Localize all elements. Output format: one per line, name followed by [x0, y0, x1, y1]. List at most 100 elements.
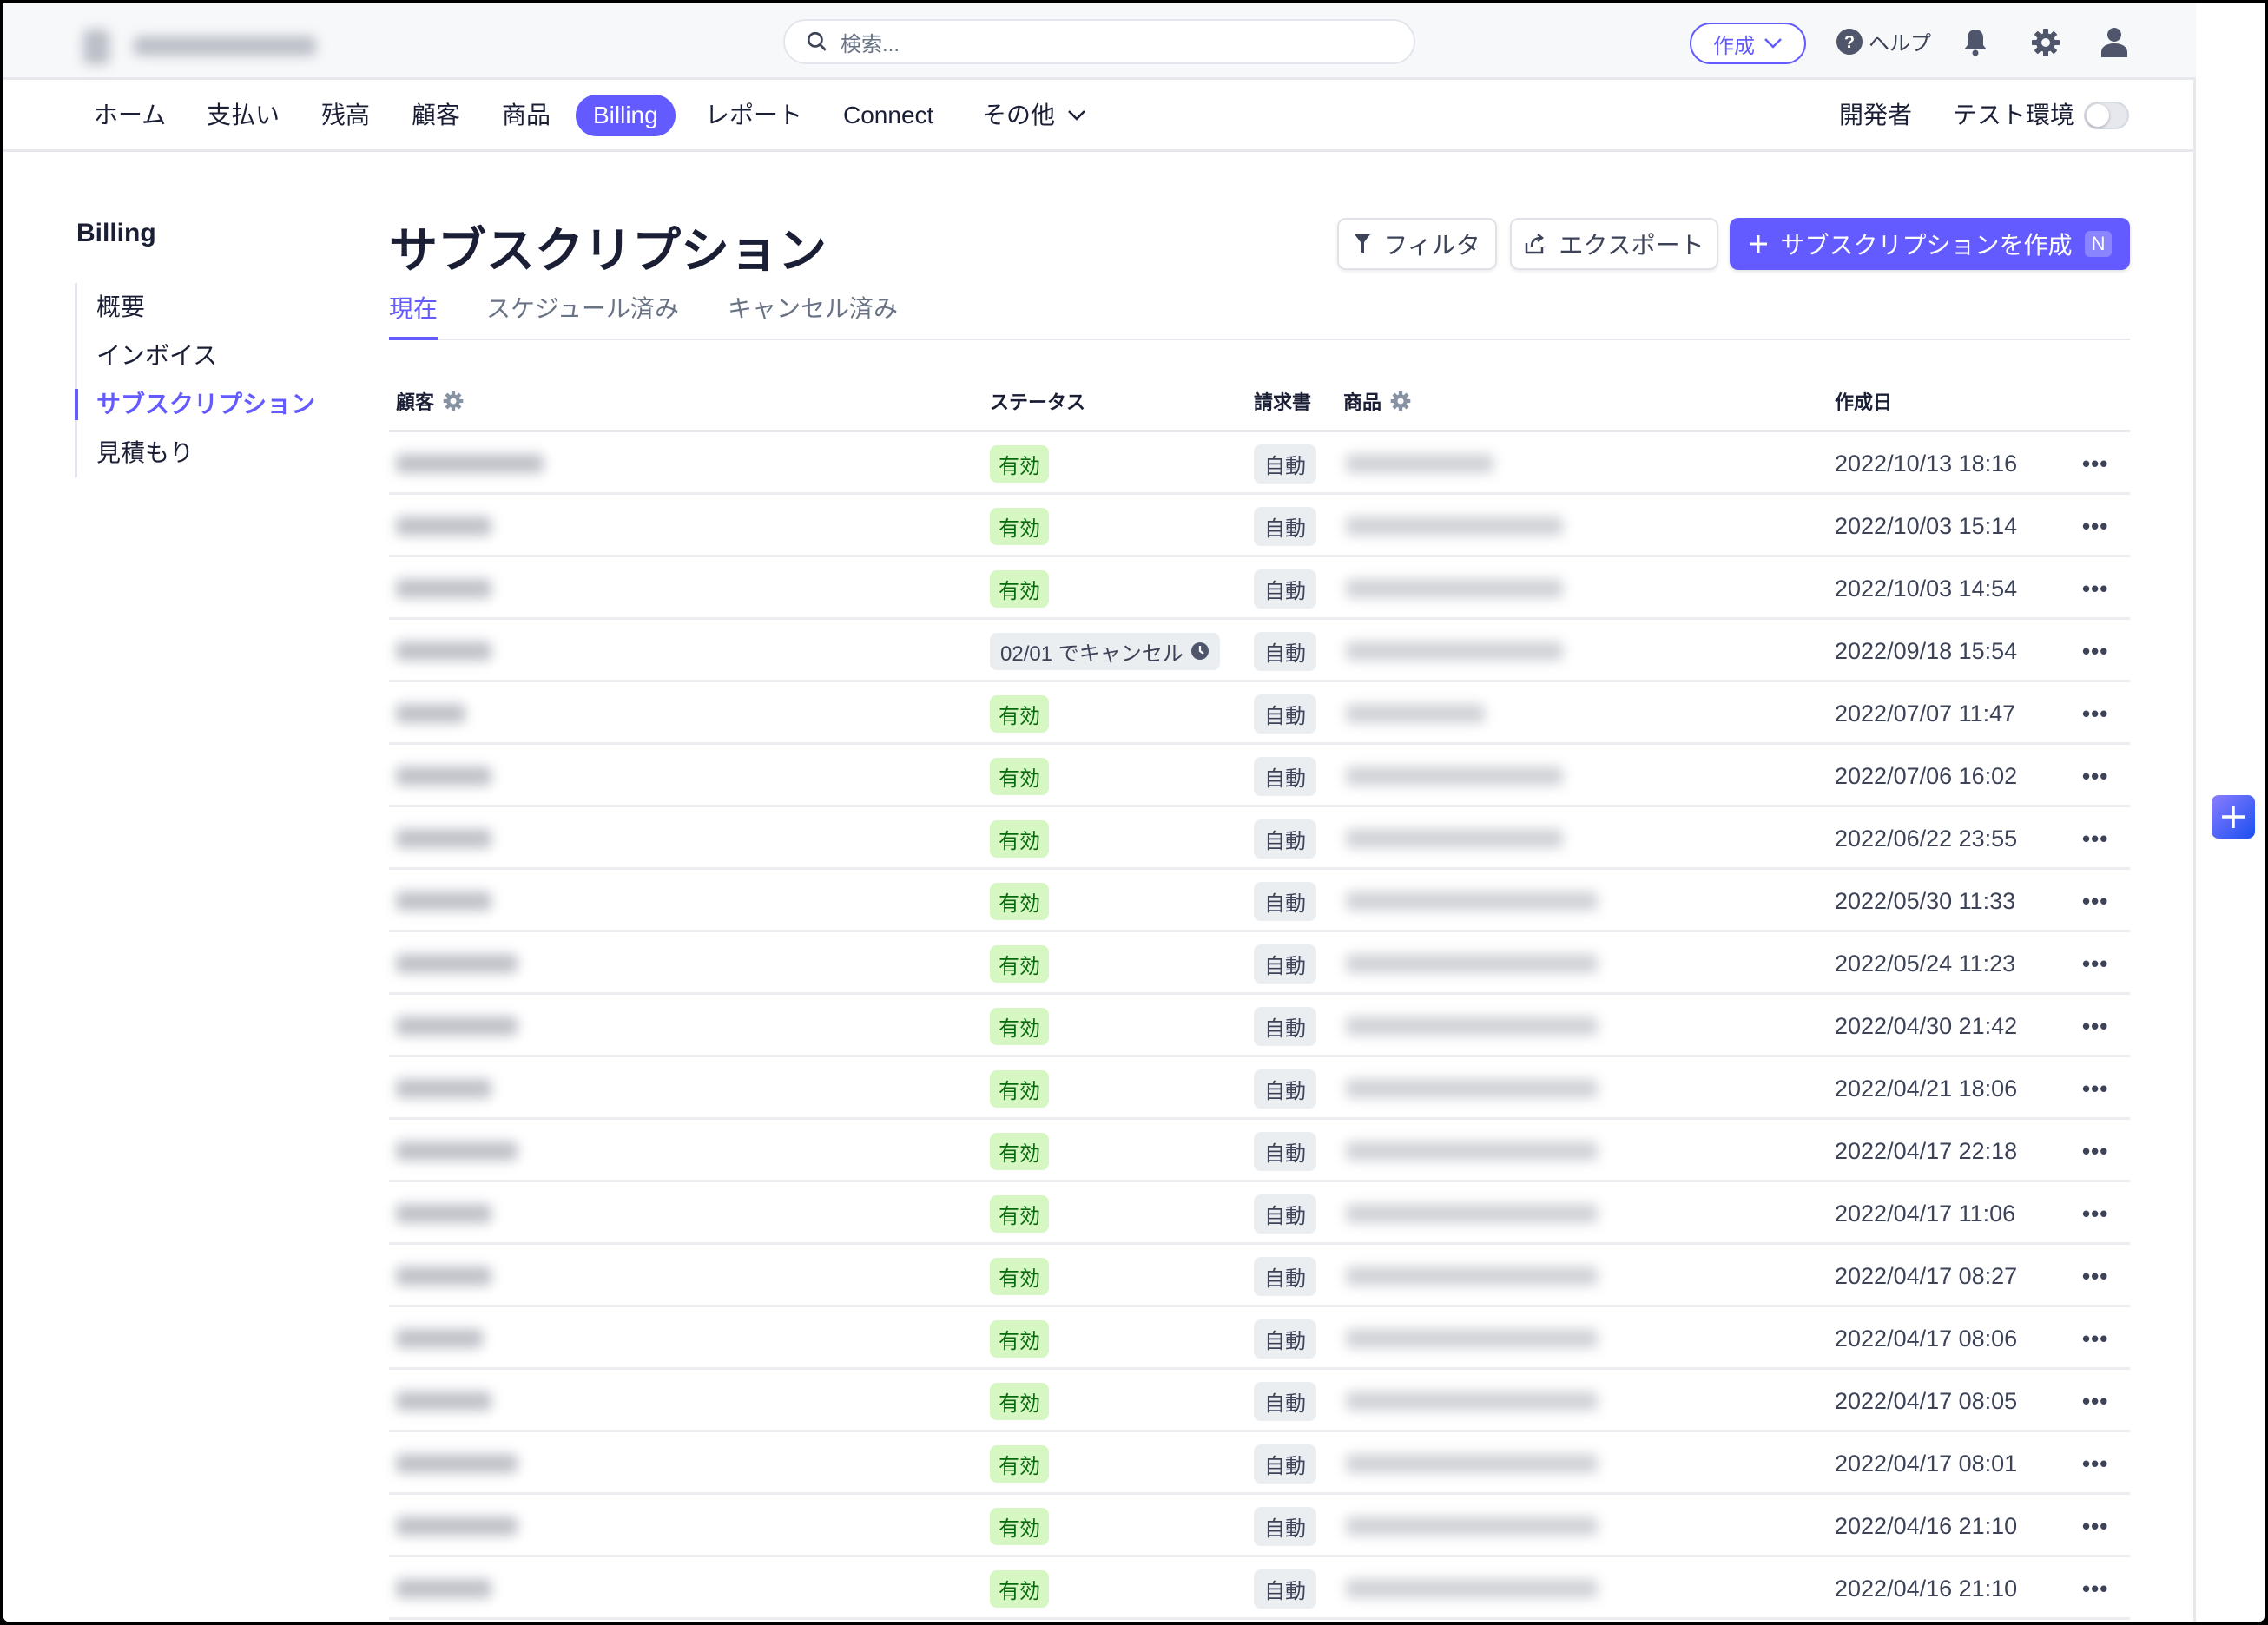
- table-row[interactable]: 有効 自動 2022/04/17 22:18 •••: [389, 1120, 2130, 1182]
- nav-balances[interactable]: 残高: [321, 102, 371, 128]
- customer-name-redacted: [396, 641, 491, 661]
- account-logo[interactable]: [83, 30, 109, 64]
- add-button[interactable]: [2212, 795, 2255, 839]
- table-row[interactable]: 有効 自動 2022/05/24 11:23 •••: [389, 932, 2130, 995]
- sidebar-item-quotes[interactable]: 見積もり: [96, 439, 194, 466]
- tab-canceled[interactable]: キャンセル済み: [728, 295, 899, 322]
- customer-cell[interactable]: [396, 1495, 518, 1557]
- more-actions-icon[interactable]: •••: [2082, 887, 2109, 914]
- created-date: 2022/07/06 16:02: [1835, 762, 2018, 789]
- table-row[interactable]: 02/01 でキャンセル 自動 2022/09/18 15:54 •••: [389, 620, 2130, 682]
- create-subscription-button[interactable]: サブスクリプションを作成 N: [1730, 218, 2130, 270]
- customer-cell[interactable]: [396, 807, 491, 870]
- table-row[interactable]: 有効 自動 2022/05/30 11:33 •••: [389, 870, 2130, 932]
- table-row[interactable]: 有効 自動 2022/04/21 18:06 •••: [389, 1057, 2130, 1120]
- more-actions-icon[interactable]: •••: [2082, 1512, 2109, 1539]
- nav-connect[interactable]: Connect: [843, 102, 934, 128]
- more-actions-icon[interactable]: •••: [2082, 825, 2109, 852]
- product-name-redacted: [1346, 1391, 1598, 1411]
- invoice-badge: 自動: [1254, 1506, 1316, 1546]
- customer-cell[interactable]: [396, 1120, 518, 1182]
- export-button[interactable]: エクスポート: [1510, 218, 1718, 270]
- more-actions-icon[interactable]: •••: [2082, 700, 2109, 727]
- customer-cell[interactable]: [396, 682, 465, 745]
- bell-icon[interactable]: [1962, 28, 1988, 57]
- sidebar-item-invoices[interactable]: インボイス: [96, 342, 218, 369]
- table-row[interactable]: 有効 自動 2022/04/17 08:05 •••: [389, 1370, 2130, 1432]
- customer-cell[interactable]: [396, 745, 491, 807]
- more-actions-icon[interactable]: •••: [2082, 1325, 2109, 1352]
- product-cell: [1346, 807, 1563, 870]
- table-row[interactable]: 有効 自動 2022/04/16 21:10 •••: [389, 1557, 2130, 1620]
- table-row[interactable]: 有効 自動 2022/10/03 14:54 •••: [389, 557, 2130, 620]
- gear-icon[interactable]: [2031, 28, 2060, 57]
- sidebar-item-overview[interactable]: 概要: [96, 293, 146, 320]
- tab-scheduled[interactable]: スケジュール済み: [486, 295, 680, 322]
- more-actions-icon[interactable]: •••: [2082, 1575, 2109, 1602]
- invoice-badge: 自動: [1254, 819, 1316, 859]
- more-actions-icon[interactable]: •••: [2082, 1075, 2109, 1102]
- customer-cell[interactable]: [396, 1057, 491, 1120]
- nav-home[interactable]: ホーム: [94, 102, 167, 128]
- table-row[interactable]: 有効 自動 2022/04/16 21:10 •••: [389, 1495, 2130, 1557]
- create-menu-button[interactable]: 作成: [1690, 23, 1806, 64]
- customer-cell[interactable]: [396, 1182, 491, 1245]
- sidebar: 概要 インボイス サブスクリプション 見積もり: [75, 283, 335, 477]
- more-actions-icon[interactable]: •••: [2082, 637, 2109, 664]
- more-actions-icon[interactable]: •••: [2082, 950, 2109, 977]
- status-text: 有効: [999, 1516, 1040, 1541]
- nav-customers[interactable]: 顧客: [412, 102, 461, 128]
- customer-cell[interactable]: [396, 557, 491, 620]
- customer-cell[interactable]: [396, 870, 491, 932]
- more-actions-icon[interactable]: •••: [2082, 762, 2109, 789]
- nav-developers[interactable]: 開発者: [1839, 102, 1913, 128]
- customer-cell[interactable]: [396, 1245, 491, 1307]
- table-row[interactable]: 有効 自動 2022/06/22 23:55 •••: [389, 807, 2130, 870]
- sidebar-item-subscriptions[interactable]: サブスクリプション: [75, 380, 335, 429]
- customer-cell[interactable]: [396, 495, 491, 557]
- gear-icon[interactable]: [443, 391, 464, 411]
- nav-billing[interactable]: Billing: [576, 95, 676, 136]
- customer-cell[interactable]: [396, 1432, 518, 1495]
- table-row[interactable]: 有効 自動 2022/10/03 15:14 •••: [389, 495, 2130, 557]
- test-mode-toggle[interactable]: [2084, 102, 2129, 129]
- nav-payments[interactable]: 支払い: [207, 102, 280, 128]
- table-row[interactable]: 有効 自動 2022/07/06 16:02 •••: [389, 745, 2130, 807]
- column-customer[interactable]: 顧客: [396, 387, 464, 415]
- column-product[interactable]: 商品: [1343, 387, 1411, 415]
- more-actions-icon[interactable]: •••: [2082, 1387, 2109, 1414]
- table-row[interactable]: 有効 自動 2022/07/07 11:47 •••: [389, 682, 2130, 745]
- customer-cell[interactable]: [396, 932, 518, 995]
- customer-cell[interactable]: [396, 1307, 483, 1370]
- table-row[interactable]: 有効 自動 2022/04/17 11:06 •••: [389, 1182, 2130, 1245]
- chevron-down-icon: [1068, 110, 1085, 121]
- account-switcher[interactable]: [134, 36, 316, 56]
- table-row[interactable]: 有効 自動 2022/04/17 08:01 •••: [389, 1432, 2130, 1495]
- customer-cell[interactable]: [396, 995, 518, 1057]
- table-row[interactable]: 有効 自動 2022/04/17 08:27 •••: [389, 1245, 2130, 1307]
- more-actions-icon[interactable]: •••: [2082, 1200, 2109, 1227]
- more-actions-icon[interactable]: •••: [2082, 1012, 2109, 1039]
- table-row[interactable]: 有効 自動 2022/04/30 21:42 •••: [389, 995, 2130, 1057]
- user-icon[interactable]: [2100, 26, 2129, 57]
- tab-current[interactable]: 現在: [389, 290, 438, 340]
- filter-button[interactable]: フィルタ: [1337, 218, 1497, 270]
- help-button[interactable]: ? ヘルプ: [1836, 26, 1931, 56]
- more-actions-icon[interactable]: •••: [2082, 450, 2109, 477]
- more-actions-icon[interactable]: •••: [2082, 1450, 2109, 1477]
- search-input[interactable]: 検索...: [783, 19, 1415, 64]
- nav-reports[interactable]: レポート: [705, 102, 803, 128]
- customer-cell[interactable]: [396, 1370, 491, 1432]
- nav-more[interactable]: その他: [982, 95, 1086, 136]
- nav-products[interactable]: 商品: [502, 102, 551, 128]
- gear-icon[interactable]: [1390, 391, 1411, 411]
- customer-cell[interactable]: [396, 432, 544, 495]
- more-actions-icon[interactable]: •••: [2082, 1262, 2109, 1289]
- table-row[interactable]: 有効 自動 2022/04/17 08:06 •••: [389, 1307, 2130, 1370]
- more-actions-icon[interactable]: •••: [2082, 575, 2109, 602]
- more-actions-icon[interactable]: •••: [2082, 512, 2109, 539]
- customer-cell[interactable]: [396, 1557, 491, 1620]
- table-row[interactable]: 有効 自動 2022/10/13 18:16 •••: [389, 432, 2130, 495]
- more-actions-icon[interactable]: •••: [2082, 1137, 2109, 1164]
- customer-cell[interactable]: [396, 620, 491, 682]
